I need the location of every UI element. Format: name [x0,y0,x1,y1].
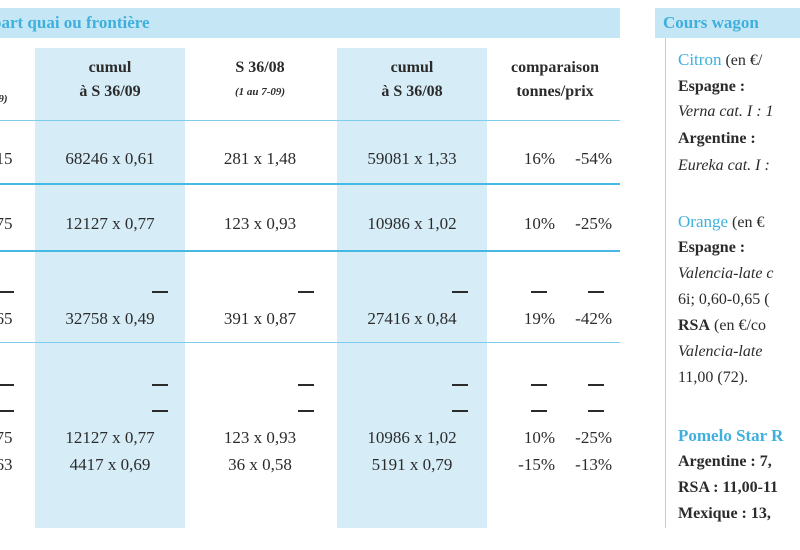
citron-title: Citron [678,50,722,69]
row-cell: 32758 x 0,49 [65,309,155,328]
banner-title: part quai ou frontière [0,13,150,32]
dash-mark [588,384,604,386]
rsa-price: RSA : 11,00-11 [678,479,779,496]
row-cell: 75 [0,214,13,233]
mexique-price: Mexique : 13, [678,505,771,522]
row-cell: -42% [575,309,612,328]
row-cell: -54% [575,149,612,168]
dash-mark [0,410,14,412]
dash-mark [531,384,547,386]
col4-header-line2: tonnes/prix [516,83,594,100]
dash-mark [531,410,547,412]
col3-header-line2: à S 36/08 [381,83,443,100]
row-cell: 10986 x 1,02 [367,214,457,233]
row-cell: -25% [575,428,612,447]
sidebar-title: Cours wagon [663,13,759,32]
dash-mark [588,410,604,412]
row-cell: 123 x 0,93 [223,214,297,233]
dash-mark [452,384,468,386]
row-cell: 10% [523,214,555,233]
eureka-price: Eureka cat. I : [678,157,770,174]
row-cell: -25% [575,214,612,233]
col0-header-sub: 9) [0,93,8,105]
row-cell: 391 x 0,87 [223,309,297,328]
dash-mark [298,291,314,293]
cumul-2008-column-bg [337,48,487,528]
rsa-unit: (en €/co [714,317,766,334]
row-cell: 123 x 0,93 [223,428,297,447]
row-cell: 12127 x 0,77 [65,214,155,233]
col2-header-sub: (1 au 7-09) [234,86,286,98]
row-cell: 75 [0,428,13,447]
pomelo-title: Pomelo Star R [678,426,784,445]
row-cell: 65 [0,309,13,328]
dash-mark [0,384,14,386]
col4-header-line1: comparaison [511,59,599,76]
row-cell: 27416 x 0,84 [367,309,457,328]
cumul-2009-column-bg [35,48,185,528]
row-cell: 10986 x 1,02 [367,428,457,447]
dash-mark [452,410,468,412]
valencia-price: 6i; 0,60-0,65 ( [678,291,770,308]
row-cell: 15 [0,149,13,168]
col3-header-line1: cumul [390,59,434,76]
dash-mark [152,410,168,412]
espagne-label: Espagne : [678,78,746,95]
row-cell: 12127 x 0,77 [65,428,155,447]
dash-mark [531,291,547,293]
col1-header-line2: à S 36/09 [79,83,141,100]
row-cell: -13% [575,455,612,474]
dash-mark [588,291,604,293]
orange-title: Orange [678,212,729,231]
orange-unit: (en € [732,214,765,231]
dash-mark [0,291,14,293]
argentine-label: Argentine : [678,130,756,147]
row-cell: 63 [0,455,13,474]
sidebar-banner: Cours wagon [655,8,800,38]
row-cell: 19% [523,309,555,328]
dash-mark [298,384,314,386]
row-cell: 36 x 0,58 [228,455,292,474]
row-cell: 68246 x 0,61 [65,149,155,168]
dash-mark [452,291,468,293]
prices-sidebar: Citron (en €/ Espagne : Verna cat. I : 1… [665,38,800,528]
citron-unit: (en €/ [725,52,763,69]
valencia-late-label: Valencia-late [678,343,763,360]
divider [0,342,620,343]
argentine-price: Argentine : 7, [678,453,772,470]
valencia-late-price: 11,00 (72). [678,369,749,386]
row-cell: 281 x 1,48 [223,149,297,168]
row-cell: 5191 x 0,79 [371,455,453,474]
row-cell: 10% [523,428,555,447]
dash-mark [152,291,168,293]
col2-header-line1: S 36/08 [235,59,285,76]
verna-price: Verna cat. I : 1 [678,103,774,120]
section-banner: part quai ou frontière [0,8,620,38]
col1-header-line1: cumul [88,59,132,76]
dash-mark [152,384,168,386]
divider [0,250,620,252]
row-cell: -15% [518,455,555,474]
row-cell: 4417 x 0,69 [69,455,151,474]
divider [0,120,620,121]
espagne-label: Espagne : [678,239,746,256]
row-cell: 59081 x 1,33 [367,149,457,168]
row-cell: 16% [523,149,555,168]
divider [0,183,620,185]
valencia-label: Valencia-late c [678,265,774,282]
rsa-label: RSA [678,317,711,334]
dash-mark [298,410,314,412]
